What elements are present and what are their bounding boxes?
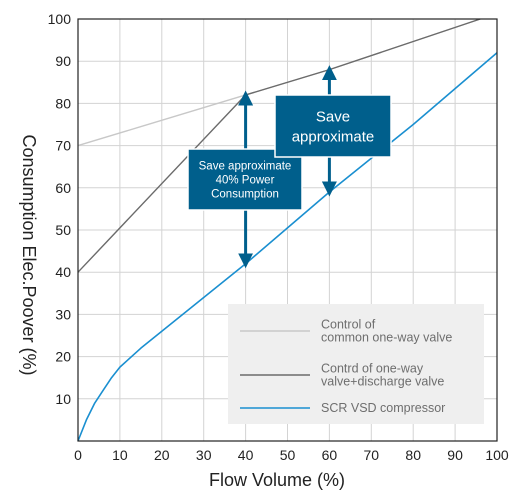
y-tick-label: 30	[55, 306, 71, 322]
y-tick-label: 70	[55, 138, 71, 154]
series-line-3	[77, 52, 498, 442]
axes: 0 10 20 30 40 50 60 70 80 90 100 10 20 30 40 50 60 70 80 90…	[48, 11, 509, 463]
plot-frame	[77, 18, 498, 442]
legend-label-1: Control of common one-way valve	[321, 318, 452, 345]
y-tick-label: 100	[48, 11, 72, 27]
series-line-2	[77, 18, 481, 273]
y-tick-label: 90	[55, 53, 71, 69]
callout-text-1: Save approximate 40% Power Consumption	[199, 161, 292, 201]
x-tick-label: 100	[485, 447, 509, 463]
legend: Control of common one-way valve Contrd of …	[228, 304, 484, 424]
series-layer	[77, 18, 498, 442]
y-axis-title: Consumption Elec.Poover (%)	[19, 134, 39, 375]
x-tick-label: 30	[196, 447, 212, 463]
callout-box-2	[274, 94, 392, 158]
y-tick-label: 20	[55, 349, 71, 365]
legend-label-2: Contrd of one-way valve+discharge valve	[321, 362, 444, 389]
x-tick-label: 0	[74, 447, 82, 463]
x-axis-title: Flow Volume (%)	[209, 470, 345, 490]
x-tick-label: 80	[405, 447, 421, 463]
x-tick-label: 70	[364, 447, 380, 463]
y-tick-label: 80	[55, 95, 71, 111]
x-tick-label: 40	[238, 447, 254, 463]
y-tick-label: 60	[55, 180, 71, 196]
y-tick-label: 10	[55, 391, 71, 407]
callout-box-1	[187, 148, 303, 211]
y-tick-label: 50	[55, 222, 71, 238]
x-tick-label: 50	[280, 447, 296, 463]
annotation-callouts: Save approximate 40% Power ConsumptionSave…	[187, 94, 392, 211]
callout-text-2: Save approximate	[292, 108, 375, 145]
x-tick-label: 90	[447, 447, 463, 463]
legend-box	[228, 304, 484, 424]
x-tick-label: 60	[322, 447, 338, 463]
x-tick-label: 10	[112, 447, 128, 463]
y-tick-label: 40	[55, 264, 71, 280]
x-tick-label: 20	[154, 447, 170, 463]
legend-label-3: SCR VSD compressor	[321, 401, 445, 415]
